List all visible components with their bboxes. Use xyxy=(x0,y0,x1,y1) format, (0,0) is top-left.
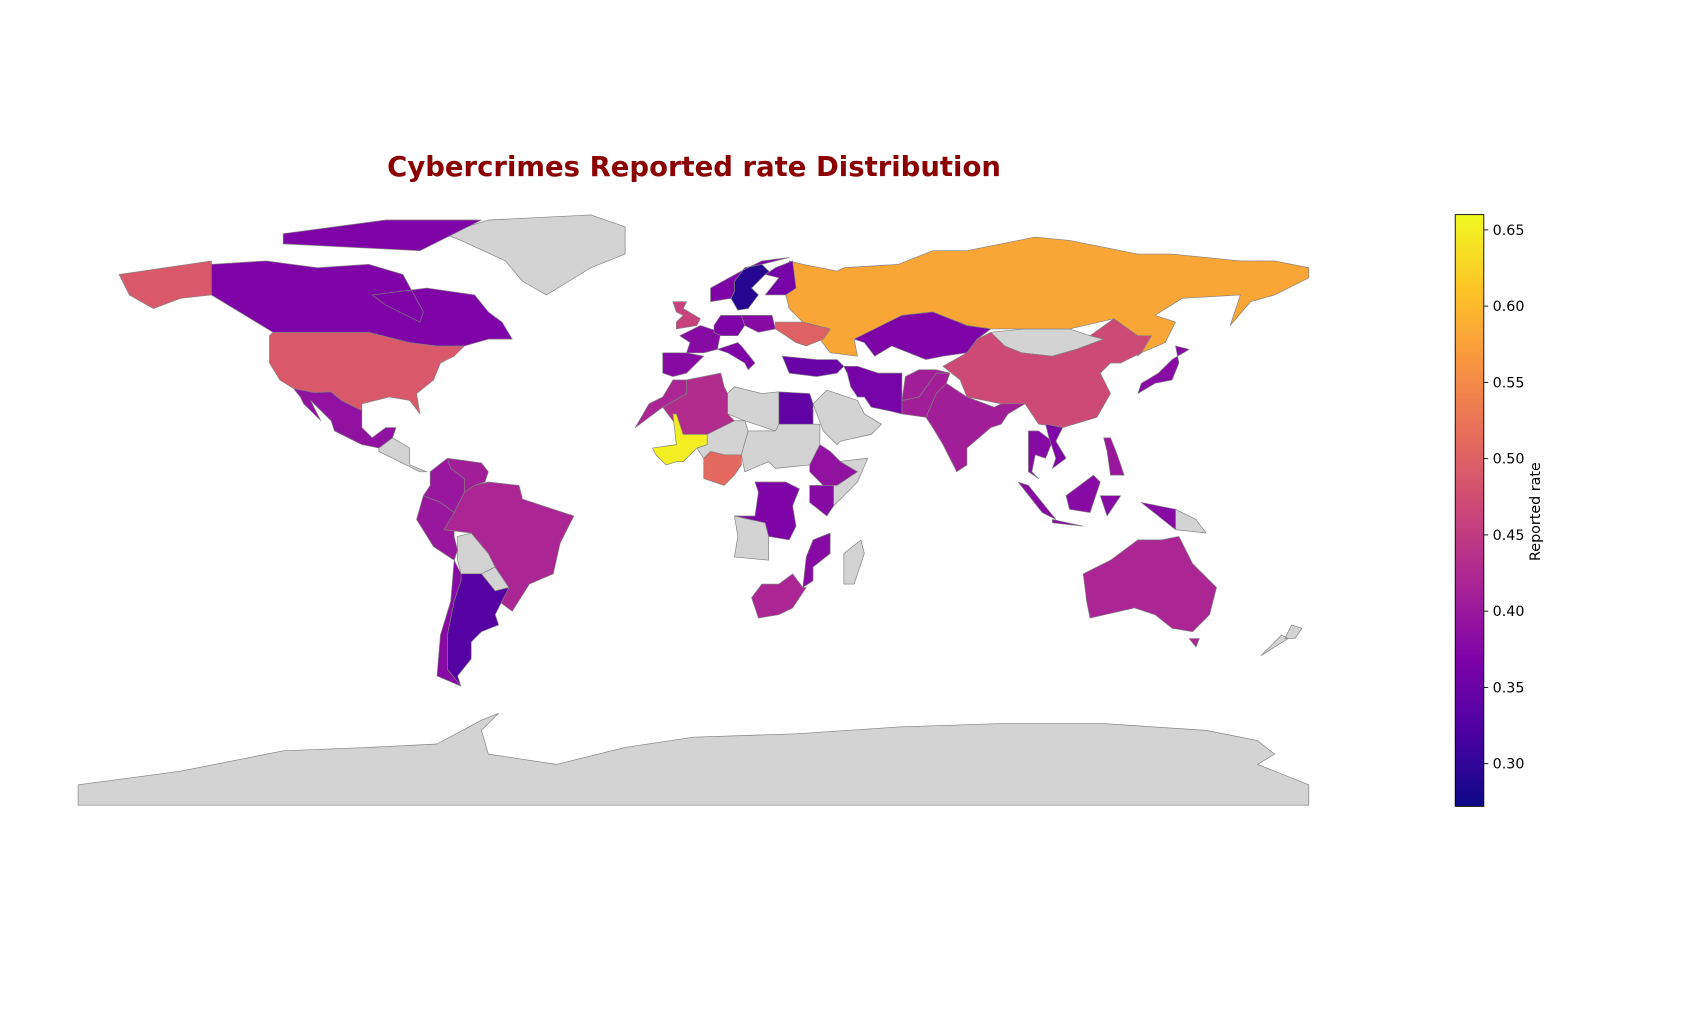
land-no-data xyxy=(1260,624,1303,656)
no-data-land xyxy=(77,214,1310,806)
land-no-data xyxy=(812,389,882,445)
country xyxy=(652,413,708,466)
country xyxy=(764,260,797,296)
country xyxy=(809,485,834,517)
country xyxy=(925,383,1026,473)
country xyxy=(734,481,800,541)
country xyxy=(679,325,722,354)
land-no-data xyxy=(1175,508,1207,534)
countries xyxy=(118,219,1310,687)
colorbar-tick-label: 0.30 xyxy=(1493,757,1525,773)
country xyxy=(741,315,776,333)
land-no-data xyxy=(77,712,1310,806)
country xyxy=(672,301,701,330)
colorbar-tick-label: 0.40 xyxy=(1493,604,1525,620)
colorbar-tick-label: 0.35 xyxy=(1493,680,1525,696)
country xyxy=(781,355,845,377)
land-no-data xyxy=(843,539,865,585)
country xyxy=(1103,437,1125,476)
country xyxy=(1028,430,1053,479)
country xyxy=(416,495,458,561)
country xyxy=(775,321,831,347)
country xyxy=(436,559,462,687)
colorbar-tick-label: 0.60 xyxy=(1493,299,1525,315)
colorbar-tick-label: 0.55 xyxy=(1493,375,1525,391)
chart-title: Cybercrimes Reported rate Distribution xyxy=(387,151,1001,183)
land-no-data xyxy=(443,214,626,296)
country xyxy=(730,264,773,311)
country xyxy=(778,391,814,425)
country xyxy=(901,369,951,401)
colorbar-tick-label: 0.65 xyxy=(1493,223,1525,239)
colorbar-label: Reported rate xyxy=(1528,462,1544,561)
country xyxy=(710,257,790,303)
country xyxy=(1137,345,1190,394)
colorbar-tick-label: 0.45 xyxy=(1493,528,1525,544)
country xyxy=(751,573,807,619)
land-no-data xyxy=(741,423,821,473)
country xyxy=(662,352,705,377)
country xyxy=(703,451,742,486)
country xyxy=(942,318,1152,428)
country xyxy=(785,236,1310,357)
country xyxy=(717,342,756,371)
colorbar-tick-label: 0.50 xyxy=(1493,452,1525,468)
country xyxy=(1045,423,1067,469)
country xyxy=(1082,536,1217,648)
country xyxy=(211,219,513,347)
country xyxy=(293,388,397,449)
country xyxy=(443,481,575,612)
country xyxy=(843,365,903,415)
land-no-data xyxy=(378,437,428,473)
country xyxy=(634,379,687,428)
country xyxy=(809,444,858,486)
country xyxy=(713,315,746,337)
country xyxy=(1017,474,1176,530)
colorbar xyxy=(1454,214,1485,807)
country xyxy=(802,532,831,588)
